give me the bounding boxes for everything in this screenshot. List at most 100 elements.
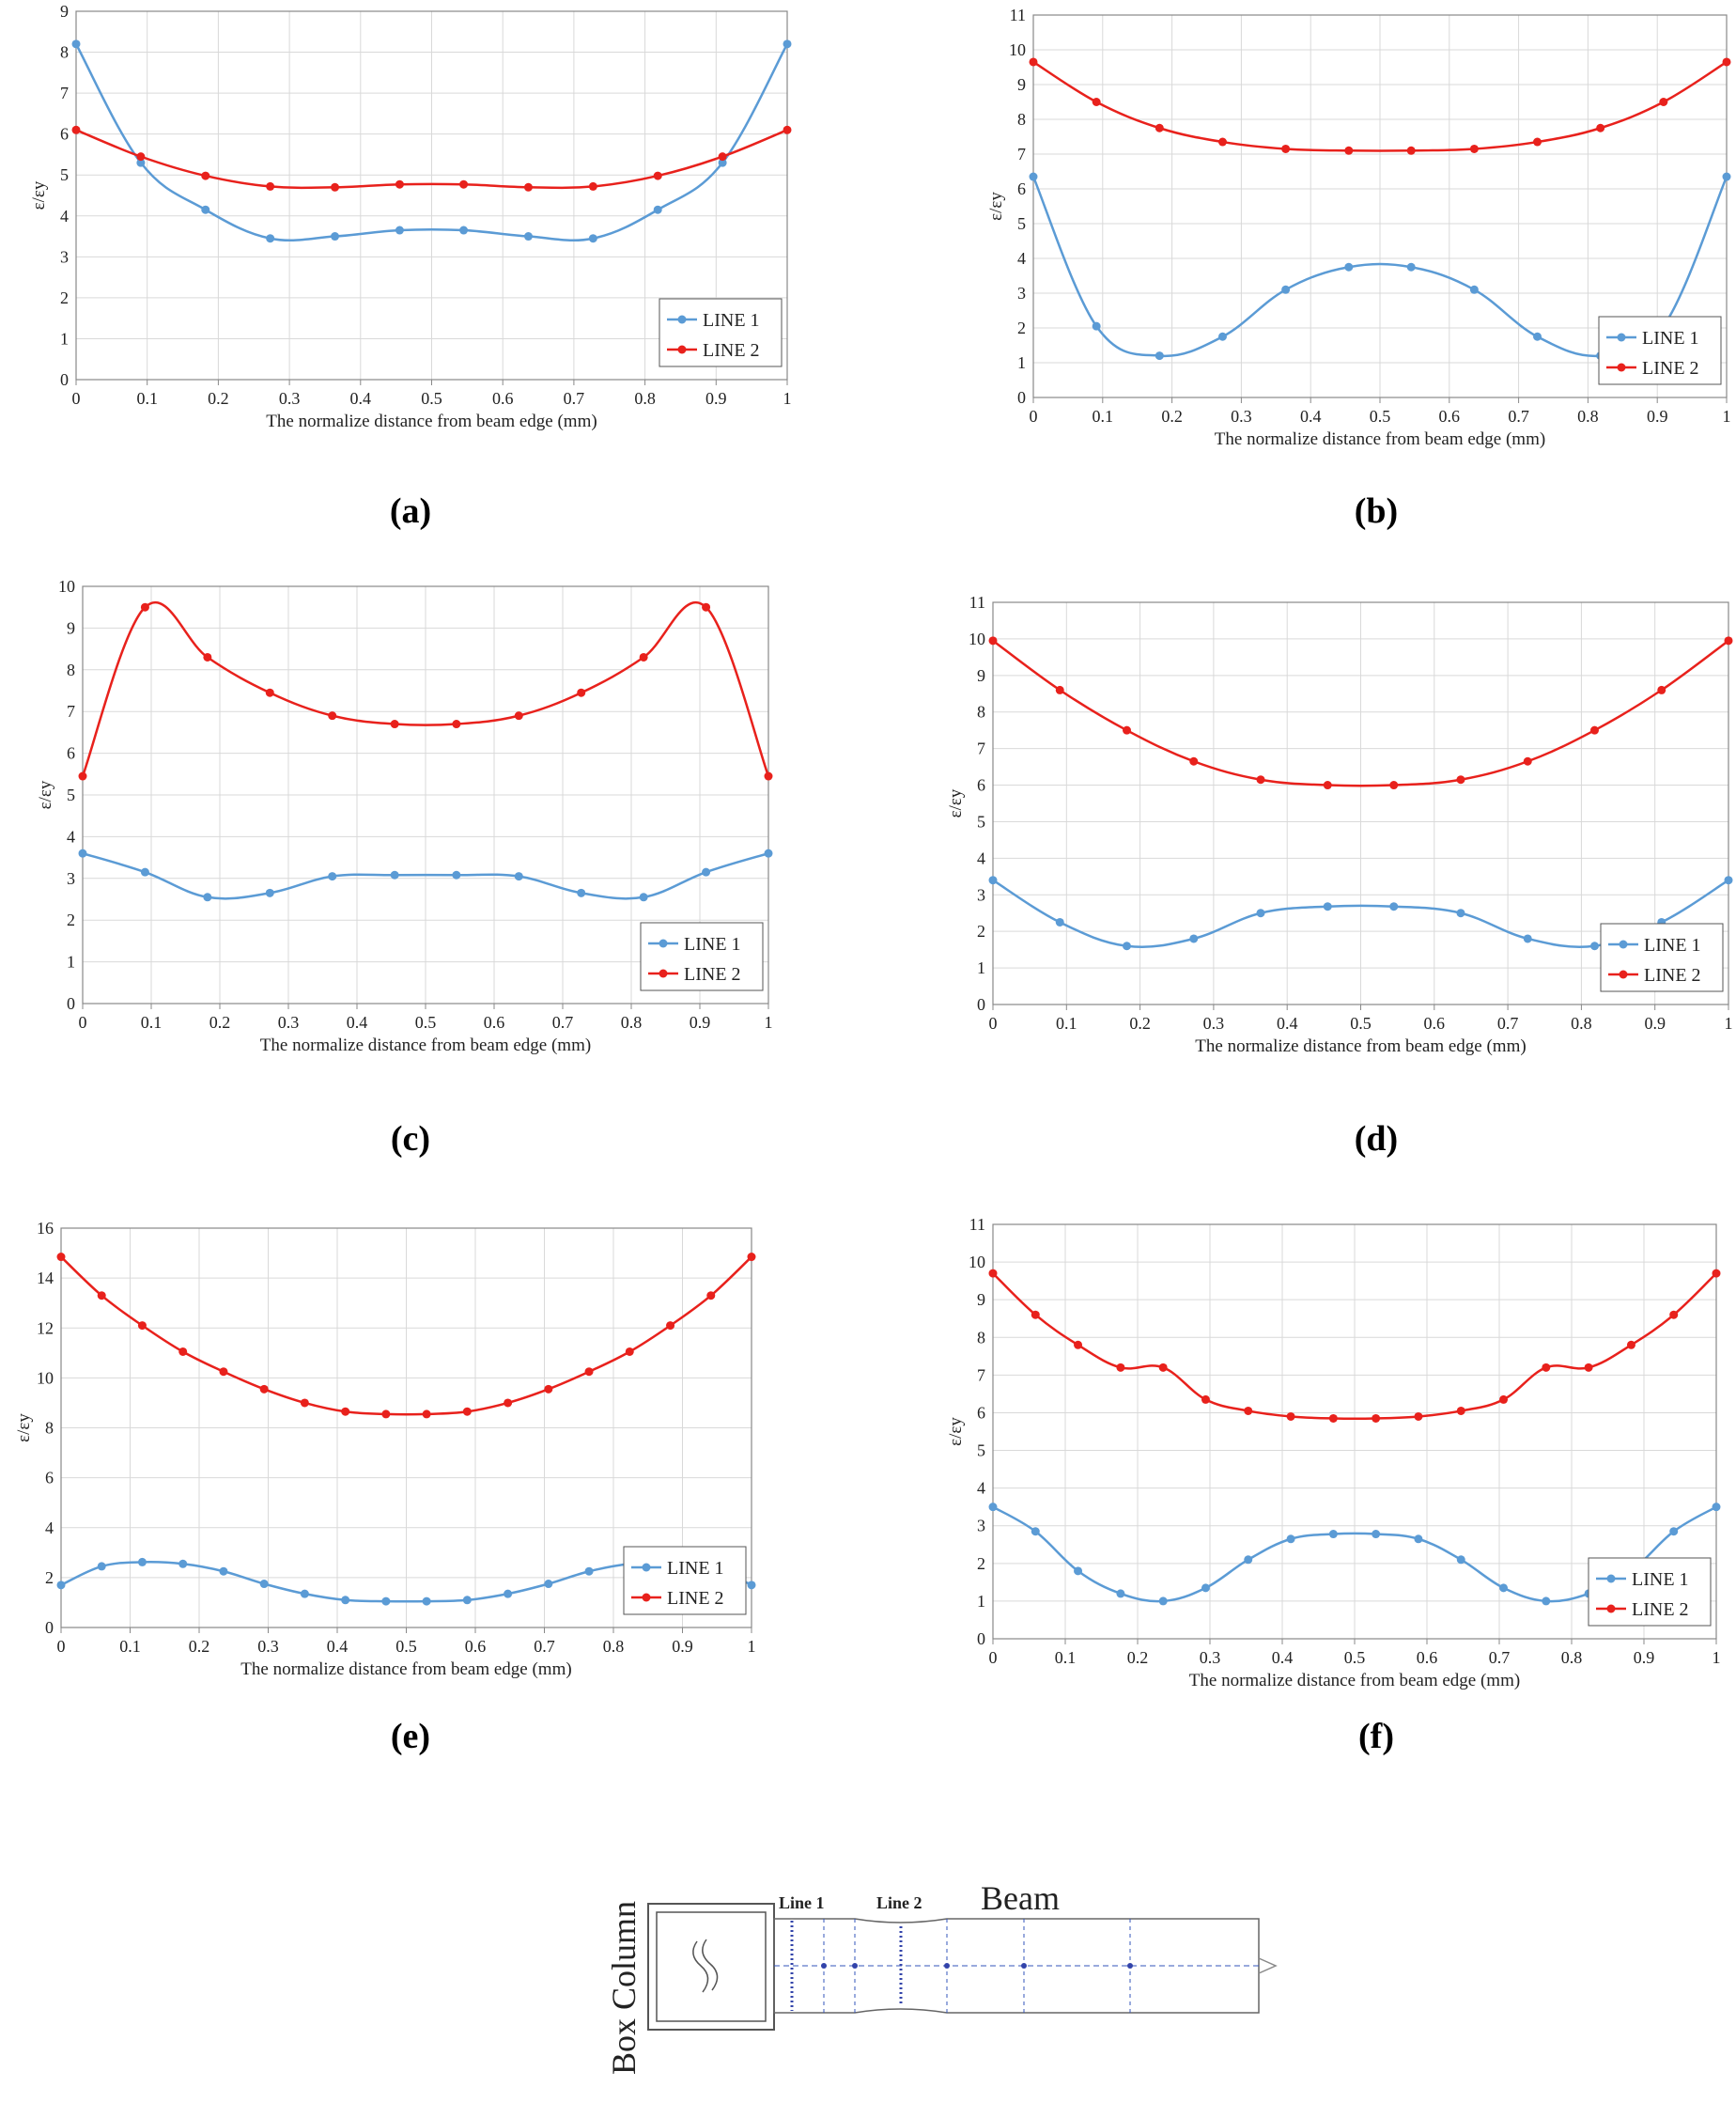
data-point bbox=[702, 867, 711, 877]
data-point bbox=[544, 1580, 553, 1589]
node-dot bbox=[1127, 1963, 1133, 1969]
x-tick-label: 0.4 bbox=[350, 389, 372, 408]
data-point bbox=[1542, 1596, 1551, 1606]
y-tick-label: 3 bbox=[977, 885, 985, 904]
x-tick-label: 1 bbox=[748, 1637, 756, 1656]
data-point bbox=[1155, 351, 1164, 361]
data-point bbox=[1533, 332, 1542, 341]
y-tick-label: 4 bbox=[1017, 249, 1026, 268]
legend-swatch-dot bbox=[659, 969, 668, 978]
data-point bbox=[381, 1409, 391, 1419]
y-tick-label: 4 bbox=[45, 1518, 54, 1537]
data-point bbox=[452, 870, 461, 880]
x-tick-label: 0.2 bbox=[209, 1013, 231, 1032]
data-point bbox=[1712, 1269, 1721, 1278]
y-tick-label: 4 bbox=[67, 827, 75, 846]
data-point bbox=[390, 870, 399, 880]
x-tick-label: 0.9 bbox=[1634, 1648, 1655, 1667]
chart-panel: 0 1 2 3 4 5 6 7 8 9 10 11 0 0.1 0.2 0.3 0.4 0.5 0.6 0.7 0.8 0… bbox=[946, 593, 1733, 1056]
y-tick-label: 0 bbox=[977, 995, 985, 1014]
data-point bbox=[625, 1347, 634, 1356]
x-tick-label: 0.7 bbox=[552, 1013, 574, 1032]
data-point bbox=[56, 1581, 66, 1590]
data-point bbox=[462, 1407, 472, 1416]
legend-label: LINE 2 bbox=[1644, 965, 1701, 986]
y-tick-label: 9 bbox=[977, 1290, 985, 1309]
y-tick-label: 10 bbox=[969, 1253, 985, 1271]
y-tick-label: 8 bbox=[60, 43, 69, 62]
plot-frame bbox=[992, 1223, 1717, 1640]
legend-swatch-dot bbox=[677, 345, 687, 354]
data-point bbox=[1659, 98, 1668, 106]
y-tick-label: 0 bbox=[60, 370, 69, 389]
data-point bbox=[1158, 1363, 1168, 1372]
x-tick-label: 0.6 bbox=[1424, 1014, 1446, 1033]
data-point bbox=[1286, 1411, 1295, 1421]
data-point bbox=[1074, 1566, 1083, 1576]
x-tick-label: 0.9 bbox=[672, 1637, 693, 1656]
plot-frame bbox=[1032, 14, 1728, 398]
x-tick-label: 0.6 bbox=[1439, 407, 1461, 426]
data-point bbox=[1499, 1583, 1509, 1593]
x-tick-label: 1 bbox=[1723, 407, 1731, 426]
data-point bbox=[1584, 1363, 1593, 1372]
beam-column-diagram: Box Column Line 1 Line 2 Beam bbox=[605, 1879, 1278, 2075]
y-tick-label: 3 bbox=[67, 869, 75, 888]
data-point bbox=[328, 872, 337, 881]
y-tick-label: 6 bbox=[45, 1469, 54, 1487]
data-point bbox=[988, 1503, 998, 1512]
data-point bbox=[1523, 934, 1532, 943]
x-tick-label: 0.2 bbox=[1129, 1014, 1151, 1033]
x-tick-label: 0.5 bbox=[415, 1013, 437, 1032]
data-point bbox=[265, 688, 274, 697]
x-tick-label: 1 bbox=[1725, 1014, 1733, 1033]
data-point bbox=[523, 232, 533, 241]
beam-outline bbox=[773, 1918, 1260, 2014]
data-point bbox=[718, 152, 727, 162]
x-tick-label: 0.4 bbox=[1300, 407, 1322, 426]
x-axis-label: The normalize distance from beam edge (m… bbox=[240, 1659, 571, 1679]
plot-frame bbox=[992, 601, 1729, 1005]
data-point bbox=[97, 1291, 106, 1300]
node-dot bbox=[1021, 1963, 1027, 1969]
x-tick-label: 0.3 bbox=[257, 1637, 279, 1656]
data-point bbox=[1414, 1534, 1423, 1544]
y-tick-label: 10 bbox=[37, 1368, 54, 1387]
data-point bbox=[764, 849, 773, 858]
x-axis-label: The normalize distance from beam edge (m… bbox=[1195, 1036, 1526, 1056]
x-tick-label: 0.4 bbox=[327, 1637, 349, 1656]
data-point bbox=[1499, 1394, 1509, 1404]
data-point bbox=[1281, 144, 1291, 153]
x-tick-label: 0.3 bbox=[279, 389, 301, 408]
legend-box bbox=[659, 298, 783, 367]
data-point bbox=[1456, 1555, 1465, 1565]
data-point bbox=[219, 1367, 228, 1377]
x-tick-label: 0.9 bbox=[1647, 407, 1668, 426]
x-tick-label: 0.1 bbox=[141, 1013, 163, 1032]
y-tick-label: 7 bbox=[67, 702, 75, 721]
data-point bbox=[1074, 1340, 1083, 1349]
data-point bbox=[462, 1596, 472, 1605]
data-point bbox=[653, 205, 662, 214]
y-tick-label: 7 bbox=[977, 740, 985, 758]
data-point bbox=[1722, 57, 1731, 67]
data-point bbox=[1244, 1406, 1253, 1415]
legend-label: LINE 1 bbox=[1632, 1569, 1689, 1590]
data-point bbox=[1669, 1310, 1679, 1319]
data-point bbox=[653, 171, 662, 180]
data-point bbox=[1155, 123, 1164, 132]
data-point bbox=[1372, 1530, 1381, 1539]
data-point bbox=[504, 1589, 513, 1598]
y-axis-label: ε/εy bbox=[36, 780, 55, 809]
legend-swatch-dot bbox=[677, 315, 687, 324]
data-point bbox=[1055, 685, 1064, 694]
data-point bbox=[1092, 98, 1101, 106]
data-point bbox=[544, 1384, 553, 1394]
data-point bbox=[97, 1562, 106, 1571]
data-point bbox=[178, 1559, 188, 1568]
data-point bbox=[140, 602, 149, 612]
data-point bbox=[56, 1253, 66, 1262]
data-point bbox=[1406, 146, 1416, 155]
y-tick-label: 1 bbox=[60, 329, 69, 348]
y-tick-label: 2 bbox=[977, 922, 985, 941]
